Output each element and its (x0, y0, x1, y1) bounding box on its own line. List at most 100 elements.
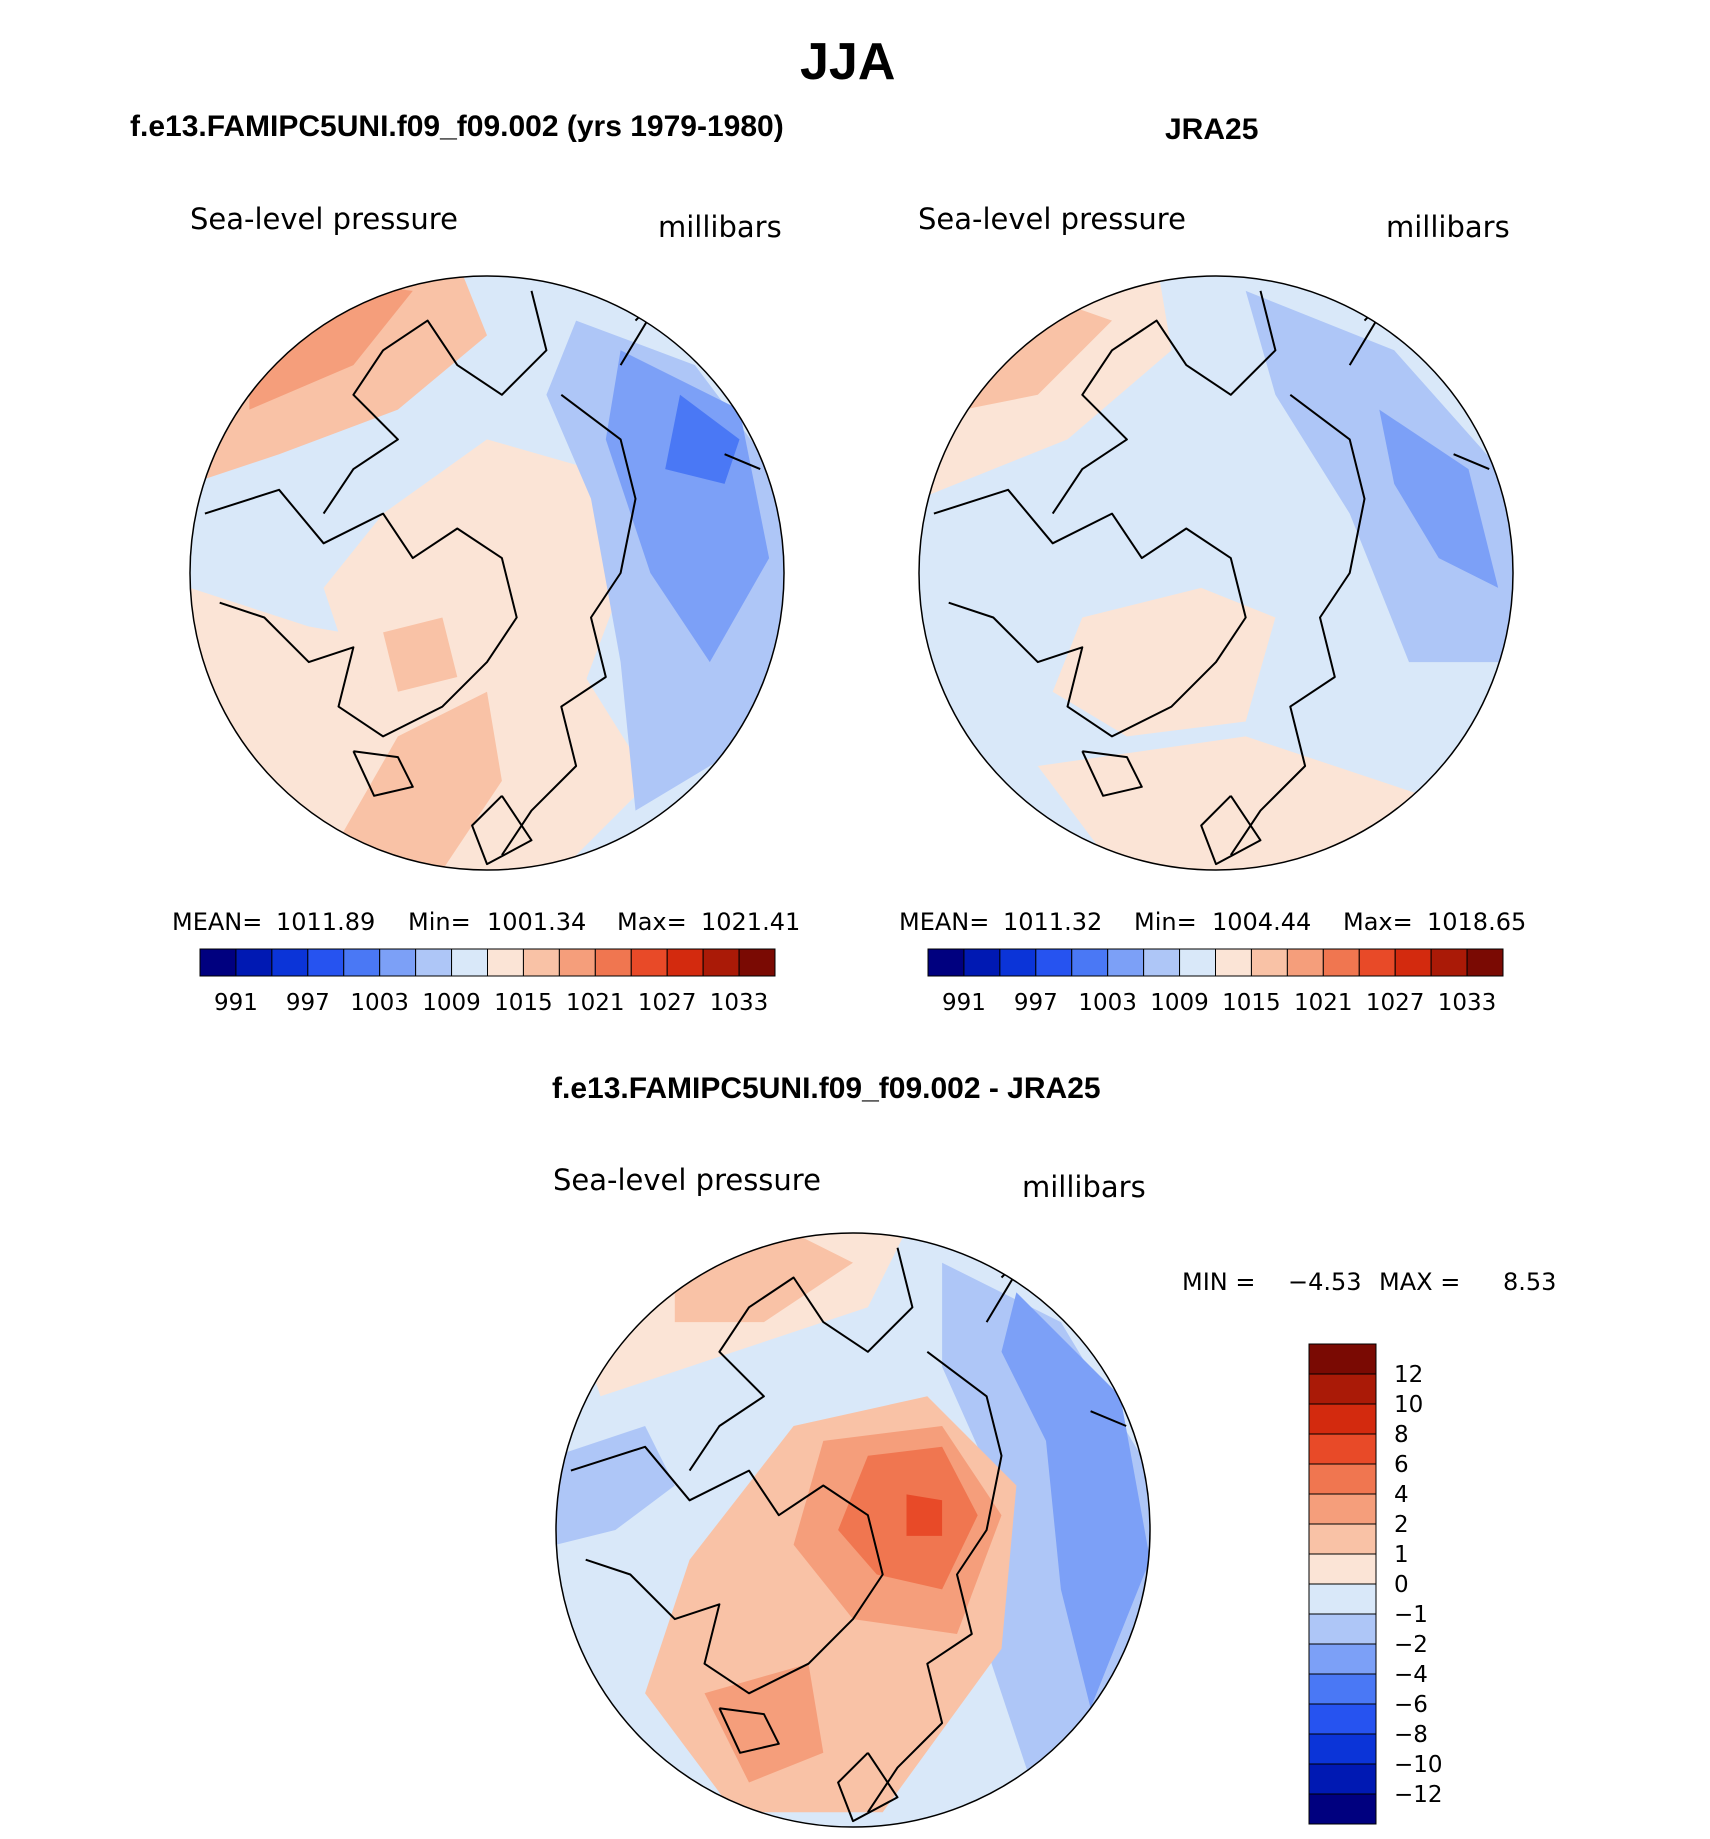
panel1-max-label: Max= (617, 908, 687, 936)
colorbar-swatch (1035, 948, 1073, 977)
colorbar-tick-label: −4 (1394, 1662, 1428, 1688)
colorbar-tick-label: 991 (942, 990, 986, 1016)
colorbar-swatch (1107, 948, 1145, 977)
contour-region-asia-negative-core (1001, 1292, 1150, 1709)
colorbar-swatch (1308, 1793, 1377, 1825)
map-border (189, 275, 785, 871)
coastline-3 (352, 750, 414, 797)
coastline-1 (688, 1247, 914, 1472)
coastline-5 (1453, 453, 1490, 471)
panel3-variable-label: Sea-level pressure (553, 1163, 821, 1197)
colorbar-swatch (1308, 1523, 1377, 1555)
colorbar-swatch (415, 948, 453, 977)
coastline-2 (1229, 394, 1366, 856)
panel3-min-label: MIN = (1182, 1268, 1256, 1296)
colorbar-tick-label: 1015 (1222, 990, 1281, 1016)
colorbar-swatch (738, 948, 776, 977)
coastline-2 (867, 1351, 1003, 1813)
colorbar-tick-label: 1021 (566, 990, 625, 1016)
colorbar-swatch (1394, 948, 1432, 977)
colorbar-swatch (1143, 948, 1181, 977)
colorbar-tick-label: 997 (1014, 990, 1058, 1016)
colorbar-tick-label: −2 (1394, 1632, 1428, 1658)
colorbar-swatch (451, 948, 488, 977)
colorbar-swatch (1322, 948, 1360, 977)
colorbar-tick-label: 1021 (1294, 990, 1353, 1016)
colorbar-swatch (1308, 1403, 1377, 1435)
panel3-min-value: −4.53 (1288, 1268, 1362, 1296)
colorbar-tick-label: −12 (1394, 1782, 1443, 1808)
panel2-units-label: millibars (1386, 210, 1510, 244)
panel2-min-label: Min= (1134, 908, 1197, 936)
colorbar-swatch (1308, 1703, 1377, 1735)
coastline-0 (570, 1445, 884, 1695)
coastline-6 (837, 1752, 899, 1823)
panel2-mean-value: 1011.32 (1003, 908, 1103, 936)
panel2-mean-label: MEAN= (899, 908, 990, 936)
coastline-5 (724, 453, 761, 471)
colorbar-swatch (307, 948, 345, 977)
contour-region-arctic-positive-max (906, 1494, 943, 1536)
colorbar-swatch (487, 948, 524, 977)
contour-region-greenland-max (383, 617, 458, 692)
coastline-1 (322, 290, 548, 515)
coastline-5 (1090, 1410, 1127, 1427)
panel3-max-label: MAX = (1379, 1268, 1461, 1296)
colorbar-tick-label: 6 (1394, 1452, 1409, 1478)
coastline-0 (933, 488, 1247, 738)
contour-region-canada-negative (556, 1426, 675, 1545)
contour-region-greenland (1052, 587, 1276, 737)
colorbar-tick-label: 12 (1394, 1362, 1423, 1388)
contour-region-azores (338, 691, 502, 870)
colorbar-tick-label: 1027 (638, 990, 697, 1016)
colorbar-swatch (1308, 1493, 1377, 1525)
colorbar-tick-label: 997 (286, 990, 330, 1016)
coastline-6 (471, 795, 533, 866)
colorbar-swatch (1250, 948, 1288, 977)
colorbar-swatch (1308, 1583, 1377, 1615)
coastline-2 (501, 394, 637, 856)
colorbar-swatch (1358, 948, 1396, 977)
colorbar-tick-label: −10 (1394, 1752, 1443, 1778)
colorbar-swatch (1308, 1613, 1377, 1645)
map-panel-2 (918, 275, 1514, 871)
contour-region-atlantic-positive (704, 1663, 824, 1783)
panel1-variable-label: Sea-level pressure (190, 202, 458, 236)
coastline-6 (1200, 795, 1262, 866)
map-border (918, 275, 1514, 871)
colorbar-swatch (1308, 1643, 1377, 1675)
colorbar-swatch (199, 948, 237, 977)
colorbar-tick-label: 1003 (350, 990, 409, 1016)
colorbar-tick-label: 2 (1394, 1512, 1409, 1538)
colorbar-panel-2: 991 997 1003 1009 1015 1021 1027 1033 (927, 948, 1504, 1016)
colorbar-swatch (594, 948, 632, 977)
colorbar-tick-label: 1033 (710, 990, 769, 1016)
contour-region-asia-low (1245, 290, 1513, 663)
coastline-1 (1051, 290, 1277, 515)
contour-fill-group (556, 1233, 1150, 1827)
panel1-title: f.e13.FAMIPC5UNI.f09_f09.002 (yrs 1979-1… (130, 110, 784, 143)
contour-fill-group (919, 276, 1513, 870)
colorbar-swatch (343, 948, 381, 977)
colorbar-swatch (1179, 948, 1216, 977)
colorbar-swatch (1308, 1763, 1377, 1795)
panel1-mean-value: 1011.89 (276, 908, 376, 936)
colorbar-tick-label: 1009 (422, 990, 481, 1016)
colorbar-tick-label: −8 (1394, 1722, 1428, 1748)
panel1-min-label: Min= (408, 908, 471, 936)
map-border (555, 1232, 1151, 1828)
season-title: JJA (800, 33, 896, 91)
colorbar-panel-1: 991 997 1003 1009 1015 1021 1027 1033 (199, 948, 776, 1016)
colorbar-swatch (558, 948, 596, 977)
colorbar-swatch (666, 948, 704, 977)
panel3-units-label: millibars (1022, 1170, 1146, 1204)
colorbar-swatch (1308, 1373, 1377, 1405)
contour-region-asia-low-min (665, 394, 740, 484)
colorbar-swatch (522, 948, 560, 977)
colorbar-tick-label: 1 (1394, 1542, 1409, 1568)
panel3-title: f.e13.FAMIPC5UNI.f09_f09.002 - JRA25 (552, 1072, 1101, 1105)
colorbar-swatch (999, 948, 1037, 977)
colorbar-swatch (963, 948, 1001, 977)
colorbar-swatch (235, 948, 273, 977)
